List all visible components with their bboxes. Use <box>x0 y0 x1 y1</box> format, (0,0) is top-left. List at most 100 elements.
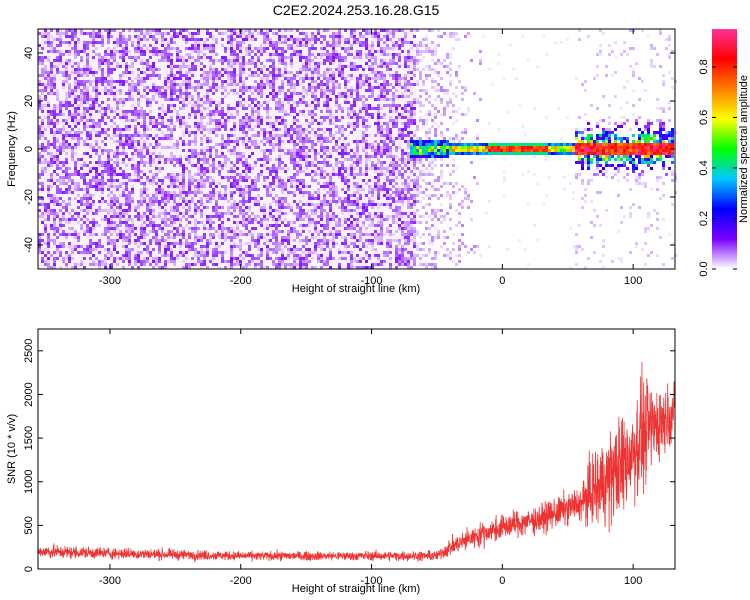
heatmap-cell <box>83 215 86 218</box>
heatmap-cell <box>164 41 167 44</box>
heatmap-cell <box>167 113 170 116</box>
heatmap-cell <box>125 149 128 152</box>
heatmap-cell <box>152 152 155 155</box>
heatmap-cell <box>185 239 188 242</box>
heatmap-cell <box>92 95 95 98</box>
heatmap-cell <box>50 227 53 230</box>
heatmap-cell <box>128 116 131 119</box>
heatmap-cell <box>173 167 176 170</box>
heatmap-cell <box>218 191 221 194</box>
heatmap-cell <box>143 206 146 209</box>
heatmap-cell <box>191 68 194 71</box>
heatmap-cell <box>50 137 53 140</box>
heatmap-cell <box>215 98 218 101</box>
heatmap-cell <box>218 74 221 77</box>
heatmap-cell <box>203 146 206 149</box>
heatmap-cell <box>206 59 209 62</box>
heatmap-cell <box>206 149 209 152</box>
heatmap-cell <box>98 89 101 92</box>
heatmap-cell <box>71 104 74 107</box>
heatmap-cell <box>173 98 176 101</box>
heatmap-cell <box>167 47 170 50</box>
heatmap-cell <box>128 53 131 56</box>
heatmap-cell <box>152 203 155 206</box>
heatmap-cell <box>47 110 50 113</box>
heatmap-cell <box>200 101 203 104</box>
heatmap-cell <box>92 245 95 248</box>
heatmap-cell <box>185 83 188 86</box>
heatmap-cell <box>44 74 47 77</box>
heatmap-cell <box>212 134 215 137</box>
heatmap-cell <box>134 32 137 35</box>
heatmap-cell <box>113 164 116 167</box>
heatmap-cell <box>158 215 161 218</box>
heatmap-cell <box>218 59 221 62</box>
heatmap-cell <box>110 254 113 257</box>
heatmap-cell <box>191 59 194 62</box>
heatmap-cell <box>101 131 104 134</box>
heatmap-cell <box>200 80 203 83</box>
heatmap-cell <box>137 206 140 209</box>
heatmap-cell <box>86 113 89 116</box>
heatmap-cell <box>158 59 161 62</box>
heatmap-cell <box>203 161 206 164</box>
heatmap-cell <box>110 182 113 185</box>
heatmap-cell <box>185 50 188 53</box>
heatmap-cell <box>104 134 107 137</box>
heatmap-cell <box>71 224 74 227</box>
heatmap-cell <box>176 83 179 86</box>
heatmap-cell <box>110 101 113 104</box>
heatmap-cell <box>98 185 101 188</box>
heatmap-cell <box>71 206 74 209</box>
heatmap-cell <box>185 74 188 77</box>
heatmap-cell <box>191 47 194 50</box>
heatmap-cell <box>86 212 89 215</box>
heatmap-cell <box>152 224 155 227</box>
heatmap-cell <box>116 149 119 152</box>
heatmap-cell <box>224 71 227 74</box>
heatmap-cell <box>137 200 140 203</box>
heatmap-cell <box>47 95 50 98</box>
heatmap-cell <box>95 53 98 56</box>
heatmap-cell <box>191 131 194 134</box>
heatmap-cell <box>158 89 161 92</box>
heatmap-cell <box>107 89 110 92</box>
heatmap-cell <box>71 200 74 203</box>
heatmap-cell <box>209 122 212 125</box>
heatmap-cell <box>215 74 218 77</box>
heatmap-cell <box>110 134 113 137</box>
heatmap-cell <box>182 158 185 161</box>
heatmap-cell <box>95 170 98 173</box>
heatmap-cell <box>203 44 206 47</box>
heatmap-cell <box>113 119 116 122</box>
heatmap-cell <box>176 260 179 263</box>
heatmap-cell <box>206 92 209 95</box>
heatmap-cell <box>155 152 158 155</box>
heatmap-cell <box>74 86 77 89</box>
heatmap-cell <box>209 221 212 224</box>
heatmap-cell <box>200 155 203 158</box>
heatmap-cell <box>41 260 44 263</box>
heatmap-cell <box>113 194 116 197</box>
heatmap-cell <box>119 221 122 224</box>
heatmap-cell <box>92 44 95 47</box>
heatmap-cell <box>221 146 224 149</box>
heatmap-cell <box>62 122 65 125</box>
heatmap-cell <box>56 164 59 167</box>
heatmap-cell <box>215 185 218 188</box>
heatmap-cell <box>83 101 86 104</box>
heatmap-cell <box>104 251 107 254</box>
heatmap-cell <box>140 83 143 86</box>
heatmap-cell <box>50 44 53 47</box>
heatmap-cell <box>149 32 152 35</box>
heatmap-cell <box>170 143 173 146</box>
heatmap-cell <box>179 236 182 239</box>
heatmap-cell <box>116 62 119 65</box>
heatmap-cell <box>182 182 185 185</box>
heatmap-cell <box>200 206 203 209</box>
heatmap-cell <box>209 233 212 236</box>
heatmap-cell <box>50 110 53 113</box>
heatmap-cell <box>203 77 206 80</box>
heatmap-cell <box>191 119 194 122</box>
heatmap-cell <box>53 113 56 116</box>
